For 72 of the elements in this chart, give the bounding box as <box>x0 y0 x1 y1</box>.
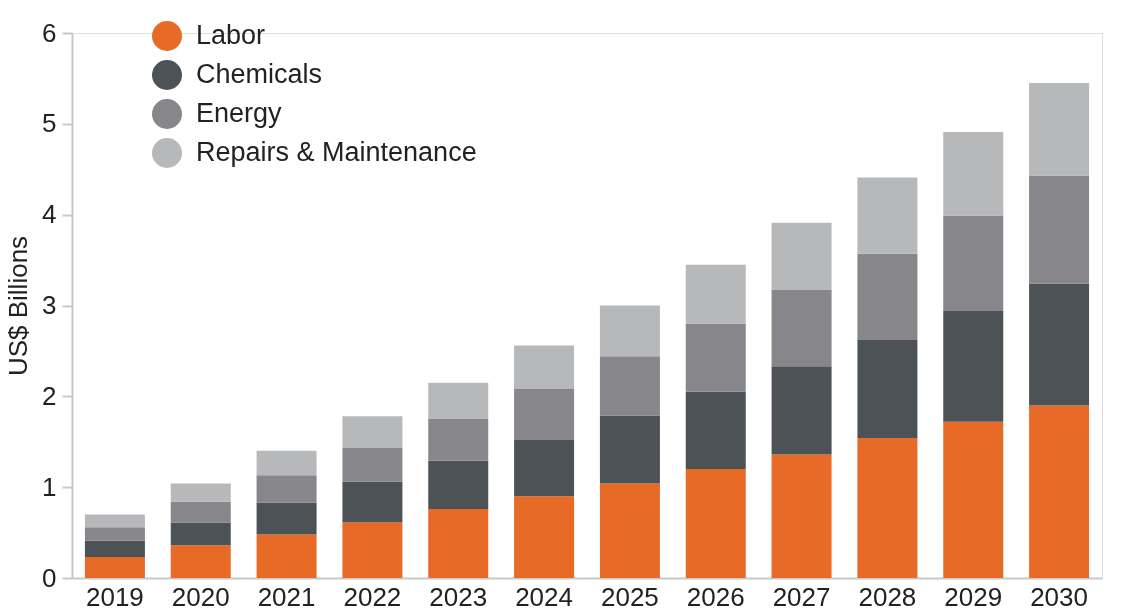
x-tick-label: 2021 <box>257 581 316 610</box>
bar <box>84 557 145 578</box>
bar <box>342 448 403 482</box>
bar <box>857 438 918 578</box>
bar <box>170 483 231 502</box>
bar <box>1029 82 1090 176</box>
bar <box>342 481 403 523</box>
bar <box>943 421 1004 578</box>
bar <box>771 366 832 455</box>
bar <box>514 496 575 578</box>
bar <box>84 527 145 541</box>
bar <box>514 389 575 440</box>
x-tick-label: 2019 <box>85 581 144 610</box>
bar <box>685 323 746 392</box>
y-tick-label: 2 <box>42 380 57 411</box>
legend-label: Labor <box>196 20 266 50</box>
bar <box>256 475 317 503</box>
bar <box>170 545 231 578</box>
bar <box>342 522 403 578</box>
bar <box>170 501 231 523</box>
y-tick-label: 1 <box>42 471 57 502</box>
bar <box>857 340 918 439</box>
legend-label: Energy <box>196 98 283 128</box>
legend-label: Chemicals <box>196 59 323 89</box>
bar <box>599 356 660 416</box>
x-tick-label: 2024 <box>515 581 574 610</box>
y-tick-label: 3 <box>42 290 57 320</box>
bar <box>428 382 489 420</box>
y-tick-label: 6 <box>42 17 57 48</box>
x-tick-label: 2025 <box>600 581 659 610</box>
bar <box>428 460 489 509</box>
bar <box>771 290 832 367</box>
bar <box>256 502 317 535</box>
bar <box>1029 283 1090 406</box>
x-tick-label: 2023 <box>429 581 488 610</box>
bar <box>514 439 575 497</box>
bar <box>857 177 918 254</box>
bar <box>84 514 145 528</box>
bar <box>428 508 489 578</box>
bar <box>685 469 746 578</box>
x-tick-label: 2026 <box>686 581 745 610</box>
y-tick-label: 5 <box>42 108 57 139</box>
bar <box>599 305 660 357</box>
bar <box>428 419 489 461</box>
bar <box>771 222 832 291</box>
bar <box>685 264 746 324</box>
bar <box>170 522 231 546</box>
bar <box>943 132 1004 216</box>
x-tick-label: 2028 <box>858 581 917 610</box>
bar <box>599 415 660 484</box>
bar <box>256 450 317 476</box>
bar <box>943 215 1004 311</box>
x-tick-label: 2022 <box>343 581 402 610</box>
x-tick-label: 2029 <box>944 581 1003 610</box>
y-tick-label: 4 <box>42 199 57 230</box>
x-tick-label: 2027 <box>772 581 831 610</box>
y-axis-title: US$ Billions <box>3 235 34 377</box>
bar <box>1029 405 1090 578</box>
bar <box>771 454 832 578</box>
bar <box>943 310 1004 422</box>
bar <box>342 416 403 449</box>
bar <box>514 345 575 390</box>
bar <box>1029 175 1090 284</box>
bar <box>685 391 746 469</box>
y-tick-label: 0 <box>42 562 57 593</box>
x-tick-label: 2030 <box>1030 581 1089 610</box>
bar <box>857 253 918 341</box>
bar <box>599 483 660 578</box>
x-tick-label: 2020 <box>171 581 230 610</box>
bar <box>256 534 317 578</box>
legend-label: Repairs & Maintenance <box>196 137 477 167</box>
bar <box>84 540 145 558</box>
